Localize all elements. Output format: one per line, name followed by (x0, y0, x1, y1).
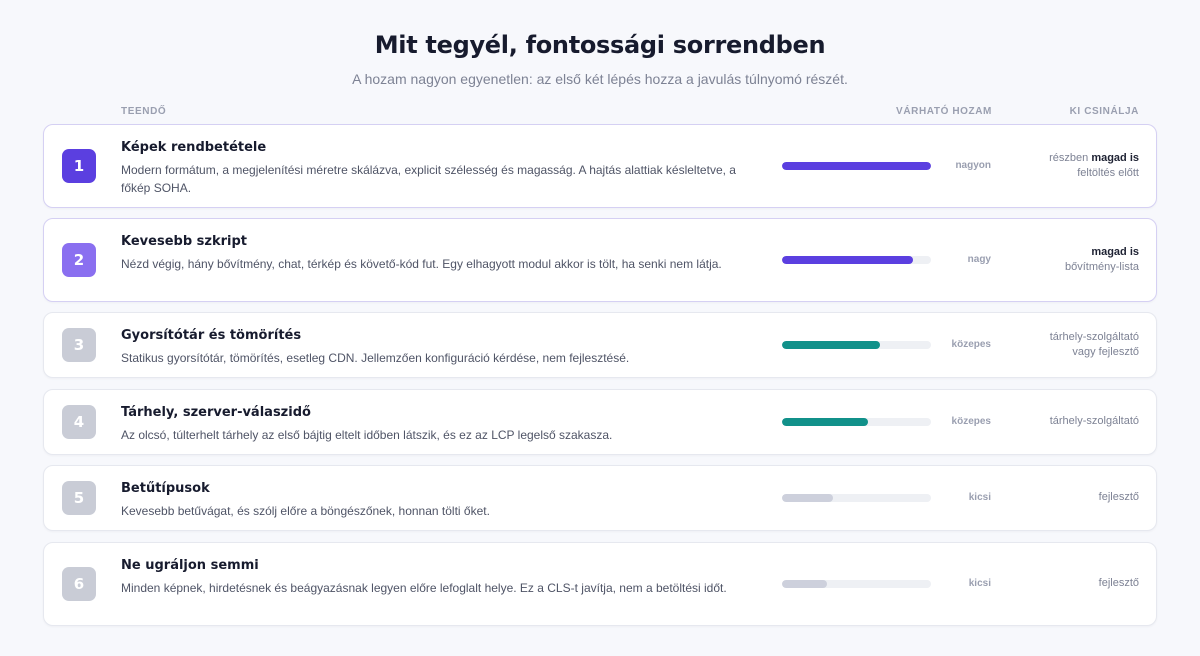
priority-number: 5 (62, 481, 96, 515)
task-description: Az olcsó, túlterhelt tárhely az első báj… (121, 428, 613, 442)
responsible-note: vagy fejlesztő (1072, 346, 1139, 358)
task-content: Képek rendbetétele Modern formátum, a me… (121, 140, 761, 197)
task-content: Ne ugráljon semmi Minden képnek, hirdeté… (121, 558, 761, 597)
yield-bar (782, 580, 931, 588)
task-title: Kevesebb szkript (121, 234, 247, 249)
responsible-prefix: tárhely-szolgáltató (1049, 415, 1139, 427)
column-header-task: TEENDŐ (121, 106, 167, 117)
priority-card-1: 1 Képek rendbetétele Modern formátum, a … (43, 124, 1157, 208)
task-title: Betűtípusok (121, 481, 210, 496)
priority-card-3: 3 Gyorsítótár és tömörítés Statikus gyor… (43, 312, 1157, 378)
yield-bar (782, 341, 931, 349)
yield-bar (782, 418, 931, 426)
responsible-party: fejlesztő (969, 490, 1139, 505)
priority-card-4: 4 Tárhely, szerver-válaszidő Az olcsó, t… (43, 389, 1157, 455)
task-description: Statikus gyorsítótár, tömörítés, esetleg… (121, 351, 630, 365)
priority-number: 2 (62, 243, 96, 277)
column-header-yield: VÁRHATÓ HOZAM (896, 106, 992, 117)
task-description: Kevesebb betűvágat, és szólj előre a bön… (121, 504, 490, 518)
priority-card-5: 5 Betűtípusok Kevesebb betűvágat, és szó… (43, 465, 1157, 531)
page-subtitle: A hozam nagyon egyenetlen: az első két l… (352, 71, 848, 87)
task-content: Betűtípusok Kevesebb betűvágat, és szólj… (121, 481, 761, 520)
priority-card-6: 6 Ne ugráljon semmi Minden képnek, hirde… (43, 542, 1157, 626)
yield-bar-fill (782, 162, 931, 170)
yield-label: közepes (951, 339, 991, 350)
responsible-emphasis: magad is (1091, 246, 1139, 258)
yield-bar-fill (782, 418, 869, 426)
responsible-emphasis: magad is (1091, 152, 1139, 164)
responsible-note: feltöltés előtt (1077, 167, 1139, 179)
responsible-party: részben magad is feltöltés előtt (969, 151, 1139, 181)
yield-label: nagyon (955, 160, 991, 171)
responsible-party: fejlesztő (969, 576, 1139, 591)
yield-label: kicsi (968, 492, 991, 503)
task-content: Gyorsítótár és tömörítés Statikus gyorsí… (121, 328, 761, 367)
responsible-party: tárhely-szolgáltató vagy fejlesztő (969, 330, 1139, 360)
task-content: Tárhely, szerver-válaszidő Az olcsó, túl… (121, 405, 761, 444)
page-title: Mit tegyél, fontossági sorrendben (374, 31, 826, 59)
yield-bar (782, 256, 931, 264)
yield-label: közepes (951, 416, 991, 427)
task-title: Gyorsítótár és tömörítés (121, 328, 302, 343)
priority-card-2: 2 Kevesebb szkript Nézd végig, hány bőví… (43, 218, 1157, 302)
responsible-prefix: részben (1049, 152, 1092, 164)
yield-bar-fill (782, 256, 914, 264)
responsible-prefix: fejlesztő (1098, 491, 1139, 503)
task-description: Modern formátum, a megjelenítési méretre… (121, 163, 736, 195)
task-title: Képek rendbetétele (121, 140, 267, 155)
yield-label: kicsi (968, 578, 991, 589)
task-description: Nézd végig, hány bővítmény, chat, térkép… (121, 257, 722, 271)
yield-bar-fill (782, 580, 827, 588)
responsible-prefix: tárhely-szolgáltató (1049, 331, 1139, 343)
priority-number: 1 (62, 149, 96, 183)
column-header-who: KI CSINÁLJA (1069, 106, 1139, 117)
task-description: Minden képnek, hirdetésnek és beágyazásn… (121, 581, 727, 595)
priority-number: 6 (62, 567, 96, 601)
priority-number: 4 (62, 405, 96, 439)
task-title: Tárhely, szerver-válaszidő (121, 405, 311, 420)
responsible-party: tárhely-szolgáltató (969, 414, 1139, 429)
responsible-party: magad is bővítmény-lista (969, 245, 1139, 275)
page-header: Mit tegyél, fontossági sorrendben A hoza… (0, 31, 1200, 87)
yield-bar-fill (782, 341, 881, 349)
task-title: Ne ugráljon semmi (121, 558, 259, 573)
yield-label: nagy (967, 254, 991, 265)
priority-number: 3 (62, 328, 96, 362)
yield-bar-fill (782, 494, 833, 502)
responsible-prefix: fejlesztő (1098, 577, 1139, 589)
yield-bar (782, 494, 931, 502)
yield-bar (782, 162, 931, 170)
responsible-note: bővítmény-lista (1065, 261, 1139, 273)
task-content: Kevesebb szkript Nézd végig, hány bővítm… (121, 234, 761, 273)
